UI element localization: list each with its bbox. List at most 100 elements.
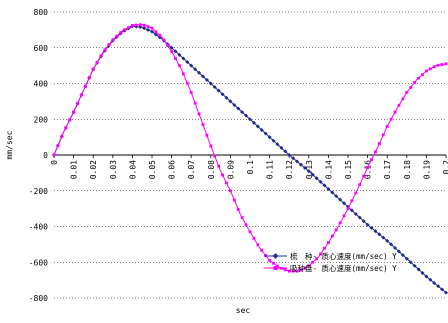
series-1-point bbox=[224, 95, 229, 100]
series-1-point bbox=[197, 70, 202, 75]
series-2-point bbox=[189, 91, 193, 94]
y-axis-label: mm/sec bbox=[5, 130, 14, 159]
series-2-point bbox=[99, 54, 103, 58]
series-2-point bbox=[205, 133, 209, 137]
series-2-point bbox=[283, 268, 287, 272]
series-1-point bbox=[310, 172, 315, 177]
series-1-point bbox=[208, 81, 213, 86]
series-2-point bbox=[401, 97, 405, 101]
series-2-point bbox=[178, 64, 181, 68]
series-2-point bbox=[181, 72, 185, 76]
series-2-point bbox=[107, 43, 111, 47]
series-2-point bbox=[225, 181, 228, 185]
series-2-point bbox=[421, 73, 424, 76]
series-2-point bbox=[393, 110, 397, 114]
series-2-point bbox=[123, 28, 126, 32]
series-1-point bbox=[220, 92, 225, 97]
series-1-point bbox=[287, 153, 292, 157]
series-1-point bbox=[377, 232, 382, 237]
legend-marker-series-2 bbox=[273, 266, 278, 270]
series-2-point bbox=[311, 260, 315, 264]
series-2-point bbox=[127, 26, 130, 29]
series-2-point bbox=[319, 252, 322, 256]
series-2-point bbox=[370, 158, 373, 162]
series-2-point bbox=[213, 154, 217, 158]
x-axis-label: sec bbox=[236, 306, 251, 315]
series-2-point bbox=[409, 86, 413, 89]
series-1-point bbox=[444, 290, 448, 295]
series-2-point bbox=[150, 26, 154, 30]
series-1-point bbox=[259, 127, 264, 132]
series-1-point bbox=[240, 110, 245, 115]
series-1-point bbox=[228, 99, 233, 104]
series-2-point bbox=[444, 62, 448, 66]
legend-label-series-1: 梳 种- 质心速度(mm/sec) Y bbox=[290, 251, 397, 261]
series-2-point bbox=[232, 198, 236, 202]
series-2-point bbox=[397, 103, 401, 107]
series-2-point bbox=[162, 38, 166, 42]
series-2-point bbox=[154, 30, 158, 34]
legend-marker-series-1 bbox=[272, 253, 279, 259]
series-2-point bbox=[240, 216, 244, 219]
series-1-point bbox=[436, 284, 441, 289]
series-1-point bbox=[204, 77, 209, 82]
x-tick-label: 0.04 bbox=[128, 160, 137, 179]
series-2-point bbox=[323, 246, 326, 250]
series-2-point bbox=[330, 234, 334, 238]
series-2-point bbox=[64, 126, 68, 130]
series-2-point bbox=[436, 63, 440, 67]
series-1-point bbox=[330, 190, 335, 195]
series-2-point bbox=[252, 236, 256, 240]
series-2-point bbox=[334, 228, 338, 232]
legend: 梳 种- 质心速度(mm/sec) Y 吸种盘- 质心速度(mm/sec) Y bbox=[264, 251, 397, 273]
series-2-point bbox=[185, 81, 189, 85]
x-tick-label: 0.02 bbox=[89, 160, 98, 179]
series-1-point bbox=[189, 63, 194, 68]
series-1-point bbox=[236, 106, 241, 111]
x-tick-label: 0.07 bbox=[187, 160, 196, 179]
series-2-point bbox=[229, 189, 232, 193]
x-tick-label: 0.17 bbox=[383, 160, 392, 179]
series-1-point bbox=[283, 149, 288, 154]
series-1-point bbox=[200, 74, 205, 79]
series-2-point bbox=[119, 31, 123, 34]
x-tick-label: 0.09 bbox=[226, 160, 235, 179]
series-2-point bbox=[374, 150, 377, 154]
series-2-point bbox=[170, 49, 173, 53]
series-1-point bbox=[279, 145, 284, 150]
series-2-point bbox=[346, 207, 350, 211]
series-2-point bbox=[103, 48, 107, 52]
series-2-point bbox=[209, 144, 213, 148]
series-1-point bbox=[244, 113, 249, 118]
series-1-point bbox=[216, 88, 221, 93]
x-tick-label: 0.05 bbox=[148, 160, 157, 179]
series-2-point bbox=[201, 123, 205, 127]
series-1-point bbox=[255, 124, 260, 129]
series-2-point bbox=[115, 34, 119, 38]
y-tick-labels: 800 600 400 200 0 -200 -400 -600 -800 bbox=[29, 8, 48, 303]
series-2-point bbox=[350, 199, 354, 203]
x-tick-label: 0.03 bbox=[109, 160, 118, 179]
series-2-point bbox=[134, 23, 138, 27]
series-1-point bbox=[353, 212, 358, 216]
series-2-point bbox=[268, 259, 271, 262]
series-2-point bbox=[299, 268, 303, 272]
series-1-point bbox=[263, 131, 268, 136]
series-2-point bbox=[236, 207, 240, 211]
y-tick-label: -800 bbox=[29, 294, 48, 303]
series-1-point bbox=[420, 270, 425, 275]
x-tick-label: 0.16 bbox=[364, 160, 373, 179]
series-2-point bbox=[354, 191, 358, 195]
series-2-point bbox=[432, 65, 436, 69]
series-2-point bbox=[291, 269, 295, 273]
series-2-point bbox=[131, 24, 134, 27]
series-2-point bbox=[377, 142, 381, 145]
series-2-point bbox=[197, 112, 201, 116]
series-2-point bbox=[52, 153, 56, 157]
series-2-point bbox=[303, 266, 307, 270]
series-2-point bbox=[366, 166, 369, 169]
x-tick-label: 0.12 bbox=[285, 160, 294, 179]
x-tick-label: 0.01 bbox=[70, 160, 79, 179]
x-tick-label: 0.13 bbox=[305, 160, 314, 179]
